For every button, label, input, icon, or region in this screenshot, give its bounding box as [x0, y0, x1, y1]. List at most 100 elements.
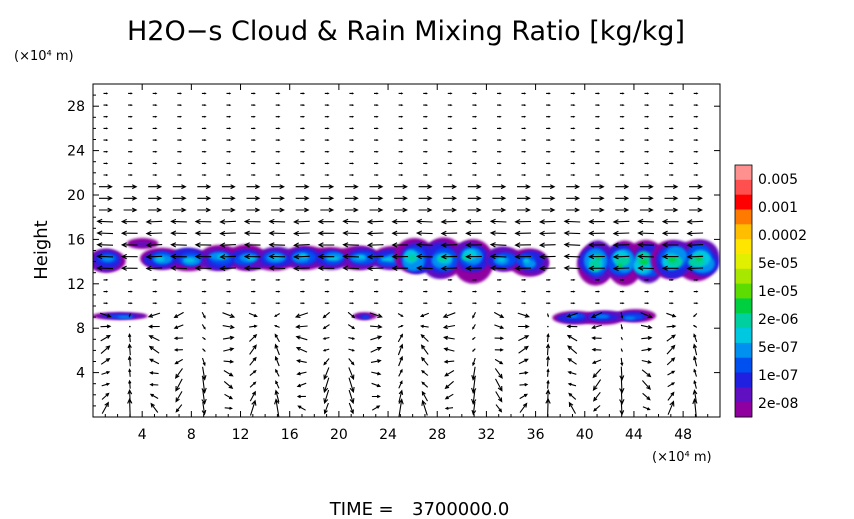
wind-vector	[517, 312, 531, 318]
wind-vector	[693, 127, 699, 130]
wind-vector	[472, 115, 478, 118]
wind-vector	[300, 150, 306, 153]
wind-vector	[619, 278, 625, 281]
wind-vector	[371, 405, 381, 411]
wind-vector	[348, 337, 356, 340]
wind-vector	[101, 370, 111, 375]
wind-vector	[391, 265, 409, 271]
wind-vector	[275, 173, 281, 177]
wind-vector	[145, 254, 163, 260]
cloud-contour	[668, 256, 677, 262]
wind-vector	[226, 278, 232, 281]
wind-vector	[465, 230, 482, 237]
cloud-field	[93, 237, 720, 325]
wind-vector	[271, 195, 285, 201]
wind-vector	[421, 381, 429, 388]
wind-vector	[619, 366, 625, 381]
wind-vector	[545, 343, 551, 356]
wind-vector	[222, 324, 235, 330]
wind-vector	[693, 173, 699, 177]
wind-vector	[497, 150, 502, 153]
wind-vector	[201, 311, 206, 319]
wind-vector	[472, 139, 478, 142]
wind-vector	[194, 265, 212, 271]
y-tick-label: 12	[67, 277, 85, 293]
wind-vector	[243, 265, 261, 271]
wind-vector	[444, 380, 454, 390]
wind-vector	[128, 173, 133, 177]
wind-vector	[588, 254, 605, 260]
wind-vector-field	[96, 92, 704, 417]
wind-vector	[201, 402, 207, 416]
wind-vector	[612, 265, 630, 272]
wind-vector	[243, 218, 261, 225]
cloud-contour	[380, 257, 394, 262]
wind-vector	[541, 184, 556, 190]
wind-vector	[497, 173, 502, 177]
wind-vector	[686, 254, 704, 260]
wind-vector	[494, 324, 505, 329]
colorbar-swatch	[735, 209, 752, 225]
wind-vector	[366, 242, 384, 248]
wind-vector	[177, 139, 183, 142]
wind-vector	[447, 162, 453, 165]
wind-vector	[177, 162, 183, 165]
wind-vector	[472, 127, 478, 130]
wind-vector	[447, 302, 453, 305]
wind-vector	[641, 335, 653, 340]
wind-vector	[249, 399, 257, 416]
wind-vector	[644, 115, 650, 118]
wind-vector	[103, 115, 109, 118]
wind-vector	[152, 92, 158, 95]
wind-vector	[619, 104, 625, 107]
wind-vector	[177, 104, 183, 107]
wind-vector	[570, 127, 576, 130]
wind-vector	[644, 127, 650, 130]
wind-vector	[324, 139, 330, 142]
wind-vector	[317, 242, 335, 248]
wind-vector	[349, 139, 355, 142]
wind-vector	[223, 380, 234, 390]
wind-vector	[447, 290, 453, 293]
x-tick-label: 40	[576, 427, 594, 443]
wind-vector	[300, 302, 306, 305]
wind-vector	[295, 184, 310, 190]
wind-vector	[472, 278, 478, 281]
wind-vector	[394, 195, 408, 201]
cloud-contour	[522, 258, 530, 264]
wind-vector	[103, 127, 109, 130]
wind-vector	[293, 242, 310, 248]
chart-title: H2O−s Cloud & Rain Mixing Ratio [kg/kg]	[127, 16, 685, 47]
cloud-contour	[355, 255, 366, 259]
wind-vector	[101, 401, 109, 414]
wind-vector	[374, 173, 379, 177]
wind-vector	[320, 184, 335, 190]
wind-vector	[667, 370, 676, 376]
wind-vector	[566, 184, 581, 190]
wind-vector	[489, 218, 507, 225]
wind-vector	[152, 162, 158, 165]
wind-vector	[103, 302, 109, 305]
wind-vector	[172, 195, 187, 201]
wind-vector	[152, 115, 158, 118]
wind-vector	[128, 368, 132, 377]
colorbar-swatch	[735, 224, 752, 240]
wind-vector	[467, 195, 482, 201]
colorbar-swatch	[735, 165, 752, 181]
wind-vector	[546, 302, 551, 305]
wind-vector	[201, 104, 207, 107]
time-equals: =	[378, 499, 393, 519]
wind-vector	[514, 242, 532, 248]
wind-vector	[226, 104, 232, 107]
wind-vector	[201, 127, 207, 130]
wind-vector	[521, 278, 527, 281]
wind-vector	[689, 184, 703, 190]
wind-vector	[514, 254, 532, 260]
wind-vector	[324, 290, 330, 293]
cloud-patch	[650, 239, 720, 282]
wind-vector	[152, 139, 158, 142]
wind-vector	[546, 162, 551, 165]
wind-vector	[423, 115, 428, 118]
wind-vector	[497, 92, 502, 95]
wind-vector	[324, 162, 330, 165]
